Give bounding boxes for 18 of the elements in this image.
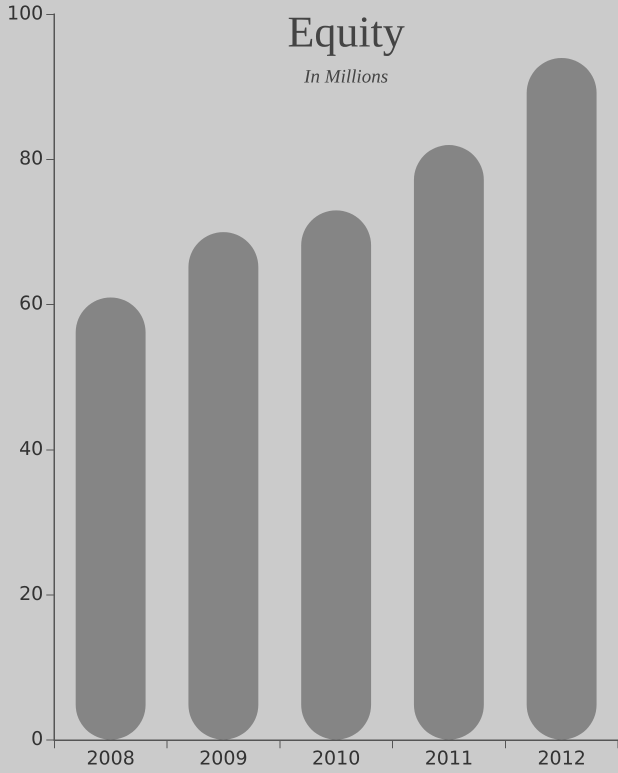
bar: [414, 145, 484, 740]
x-tick-label: 2011: [424, 748, 474, 770]
y-tick-label: 100: [7, 2, 44, 24]
text: In Millions: [303, 66, 388, 88]
y-tick-label: 80: [19, 147, 44, 170]
y-tick-label: 60: [19, 292, 44, 315]
chart-title: Equity: [287, 7, 405, 56]
x-tick-label: 2008: [86, 748, 135, 770]
bar: [526, 58, 597, 740]
y-tick-label: 0: [31, 728, 44, 750]
x-tick-label: 2010: [312, 748, 360, 770]
x-tick-label: 2009: [199, 748, 248, 770]
bar: [188, 232, 258, 740]
x-tick-label: 2012: [537, 748, 586, 770]
y-tick-label: 20: [19, 582, 44, 605]
y-tick-label: 40: [19, 438, 44, 460]
bar: [76, 297, 146, 740]
bar: [301, 210, 372, 740]
